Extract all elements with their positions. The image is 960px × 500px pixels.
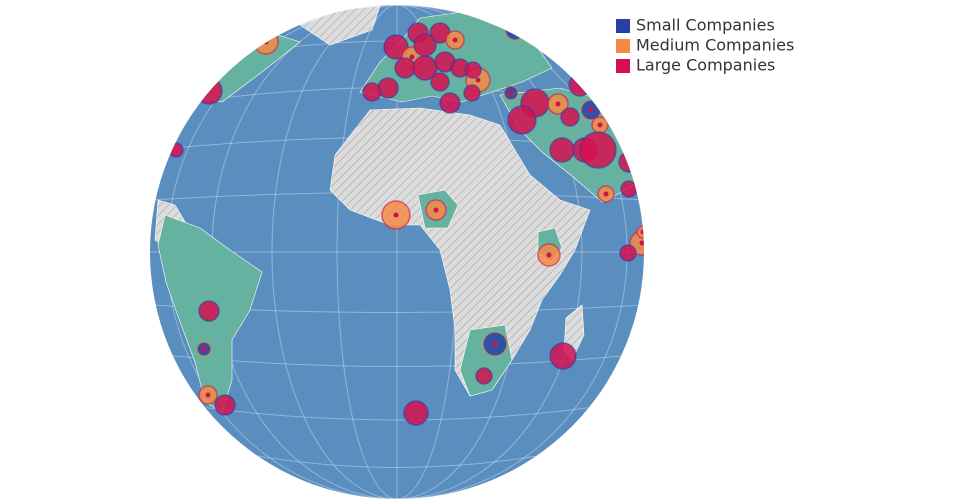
- africa: [329, 107, 591, 397]
- bubbles: [168, 19, 644, 426]
- bubble-center: [393, 212, 399, 218]
- company-bubble[interactable]: [403, 400, 429, 426]
- company-bubble[interactable]: [430, 72, 450, 92]
- company-bubble[interactable]: [620, 180, 638, 198]
- company-bubble[interactable]: [504, 19, 526, 41]
- company-bubble[interactable]: [413, 33, 437, 57]
- company-bubble[interactable]: [195, 77, 223, 105]
- company-bubble[interactable]: [618, 151, 640, 173]
- bubble-center: [555, 101, 561, 107]
- legend-label[interactable]: Small Companies: [636, 16, 775, 35]
- company-bubble[interactable]: [439, 92, 461, 114]
- company-bubble[interactable]: [507, 105, 537, 135]
- bubble-center: [263, 39, 269, 45]
- bubble-center: [597, 122, 603, 128]
- bubble-center: [201, 346, 207, 352]
- legend-label[interactable]: Large Companies: [636, 56, 775, 75]
- company-bubble[interactable]: [464, 61, 482, 79]
- company-bubble[interactable]: [579, 131, 617, 169]
- bubble-center: [640, 229, 644, 235]
- bubble-center: [433, 207, 439, 213]
- legend-label[interactable]: Medium Companies: [636, 36, 794, 55]
- company-bubble[interactable]: [383, 34, 409, 60]
- bubble-center: [639, 240, 644, 246]
- bubble-center: [603, 191, 609, 197]
- company-bubble[interactable]: [560, 107, 580, 127]
- company-bubble[interactable]: [549, 137, 575, 163]
- legend-swatch[interactable]: [616, 39, 630, 53]
- legend-swatch[interactable]: [616, 59, 630, 73]
- bubble-center: [588, 107, 594, 113]
- company-bubble[interactable]: [168, 142, 184, 158]
- company-bubble[interactable]: [549, 342, 577, 370]
- company-bubble[interactable]: [394, 57, 416, 79]
- company-bubble[interactable]: [214, 394, 236, 416]
- legend-swatch[interactable]: [616, 19, 630, 33]
- company-bubble[interactable]: [463, 84, 481, 102]
- company-bubble[interactable]: [475, 367, 493, 385]
- bubble-center: [409, 54, 415, 60]
- bubble-center: [512, 27, 518, 33]
- company-bubble[interactable]: [253, 29, 279, 55]
- bubble-center: [546, 252, 552, 258]
- company-bubble[interactable]: [568, 73, 592, 97]
- company-bubble[interactable]: [362, 82, 382, 102]
- bubble-center: [508, 90, 514, 96]
- bubble-center: [452, 37, 458, 43]
- company-bubble[interactable]: [198, 300, 220, 322]
- bubble-center: [475, 77, 481, 83]
- company-bubble[interactable]: [619, 244, 637, 262]
- bubble-center: [492, 341, 498, 347]
- bubble-center: [205, 392, 211, 398]
